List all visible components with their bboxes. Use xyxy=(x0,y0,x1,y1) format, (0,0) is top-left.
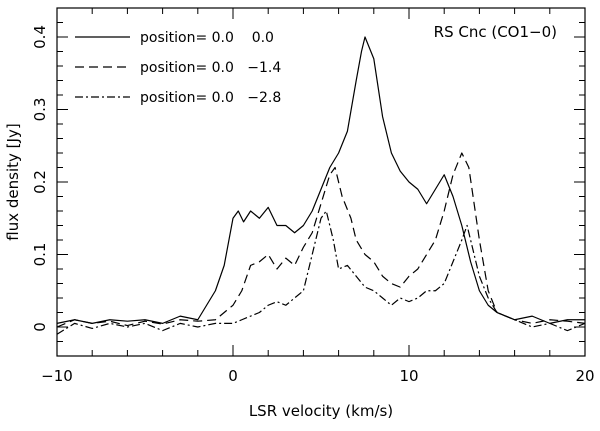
y-tick-label: 0.2 xyxy=(31,170,49,194)
y-tick-label: 0.1 xyxy=(31,243,49,267)
series-line-1 xyxy=(56,36,585,324)
series-layer xyxy=(56,36,586,335)
series-line-3 xyxy=(56,210,586,335)
chart-title: RS Cnc (CO1−0) xyxy=(434,23,557,41)
legend: position= 0.0 0.0 position= 0.0 −1.4 posit… xyxy=(75,30,281,106)
x-tick-label: 20 xyxy=(575,367,594,385)
y-tick-label: 0.3 xyxy=(31,98,49,122)
series-line-2 xyxy=(56,152,586,328)
axis-ticks xyxy=(56,7,586,357)
y-tick-label: 0.4 xyxy=(31,25,49,49)
x-axis-label: LSR velocity (km/s) xyxy=(249,402,393,420)
x-tick-label: 0 xyxy=(228,367,238,385)
y-axis-label: flux density [Jy] xyxy=(4,123,22,240)
legend-label-1: position= 0.0 0.0 xyxy=(140,30,274,46)
x-tick-label: −10 xyxy=(41,367,73,385)
legend-label-3: position= 0.0 −2.8 xyxy=(140,90,281,106)
legend-label-2: position= 0.0 −1.4 xyxy=(140,60,281,76)
plot-frame xyxy=(56,7,586,357)
axis-tick-labels: −10 0 10 20 0 0.1 0.2 0.3 0.4 xyxy=(31,25,595,385)
x-tick-label: 10 xyxy=(399,367,418,385)
y-tick-label: 0 xyxy=(31,322,49,332)
